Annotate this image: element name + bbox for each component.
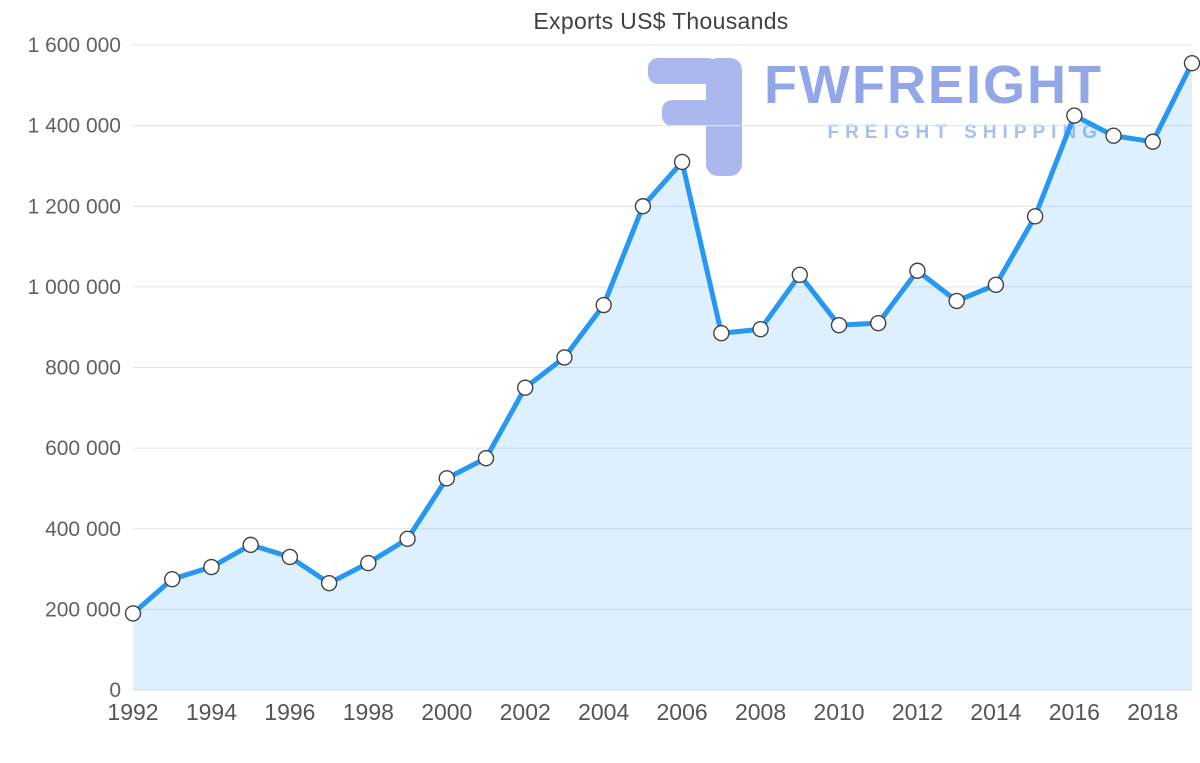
- data-point-marker: [870, 314, 887, 332]
- fwfreight-logo-icon: [648, 58, 742, 176]
- x-tick-label: 2006: [657, 699, 708, 725]
- data-point-marker: [752, 321, 769, 338]
- area-fill: [133, 63, 1192, 690]
- data-point-marker: [791, 266, 808, 283]
- data-point-marker: [713, 325, 730, 342]
- data-point-marker: [320, 574, 338, 592]
- y-tick-label: 800 000: [45, 357, 121, 380]
- brand-text-block: FWFREIGHT FREIGHT SHIPPING: [764, 58, 1103, 144]
- y-tick-label: 200 000: [45, 598, 121, 621]
- data-point-marker: [948, 292, 965, 310]
- data-point-marker: [164, 570, 181, 588]
- data-point-marker: [1026, 208, 1044, 225]
- data-point-marker: [281, 548, 299, 566]
- brand-name: FWFREIGHT: [764, 55, 1103, 115]
- data-point-marker: [360, 554, 377, 572]
- y-tick-label: 1 400 000: [28, 115, 121, 138]
- data-point-marker: [1144, 133, 1161, 150]
- data-point-marker: [124, 605, 142, 622]
- data-point-marker: [203, 558, 220, 576]
- x-tick-label: 1996: [264, 699, 315, 725]
- x-tick-label: 2002: [500, 699, 551, 725]
- x-tick-label: 2010: [813, 699, 864, 725]
- brand-watermark: FWFREIGHT FREIGHT SHIPPING: [648, 58, 1103, 176]
- data-point-marker: [242, 536, 259, 554]
- data-point-marker: [477, 450, 495, 467]
- data-point-marker: [909, 262, 926, 279]
- data-point-marker: [1105, 127, 1122, 144]
- data-point-marker: [556, 349, 573, 366]
- y-tick-label: 1 600 000: [28, 34, 121, 57]
- x-tick-label: 2018: [1127, 699, 1178, 725]
- x-tick-label: 2008: [735, 699, 786, 725]
- x-tick-label: 1998: [343, 699, 394, 725]
- x-tick-label: 2000: [421, 699, 472, 725]
- y-tick-label: 1 200 000: [28, 195, 121, 218]
- brand-tagline: FREIGHT SHIPPING: [827, 122, 1103, 143]
- data-point-marker: [1183, 54, 1200, 72]
- x-tick-label: 1994: [186, 699, 237, 725]
- y-tick-label: 400 000: [45, 518, 121, 541]
- line-series: [130, 60, 1195, 616]
- x-tick-label: 2016: [1049, 699, 1100, 725]
- data-point-marker: [517, 379, 534, 396]
- chart-title: Exports US$ Thousands: [533, 8, 789, 34]
- data-point-marker: [438, 470, 455, 487]
- data-point-marker: [673, 153, 691, 171]
- data-point-marker: [1066, 107, 1083, 124]
- data-point-marker: [399, 530, 416, 548]
- data-point-marker: [987, 276, 1005, 294]
- data-point-marker: [830, 316, 848, 334]
- x-tick-label: 1992: [107, 699, 158, 725]
- x-tick-label: 2014: [970, 699, 1021, 725]
- data-point-marker: [634, 198, 652, 215]
- x-tick-label: 2012: [892, 699, 943, 725]
- x-tick-label: 2004: [578, 699, 629, 725]
- data-point-marker: [595, 296, 612, 314]
- y-tick-label: 1 000 000: [28, 276, 121, 299]
- y-tick-label: 0: [109, 679, 121, 702]
- y-tick-label: 600 000: [45, 437, 121, 460]
